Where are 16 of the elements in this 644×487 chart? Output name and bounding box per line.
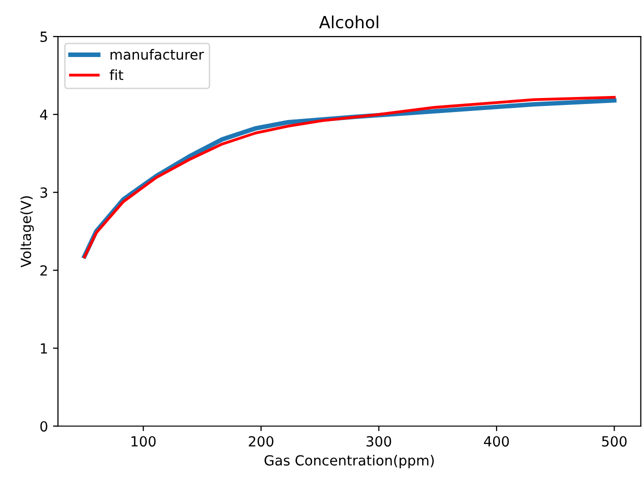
x-axis-title: Gas Concentration(ppm) [264,454,434,468]
x-tick-label: 400 [484,436,509,447]
x-tick-label: 300 [366,436,392,447]
x-tick-label: 200 [248,436,274,447]
y-tick-label: 2 [40,265,47,276]
y-tick-label: 4 [40,110,48,120]
chart-title: Alcohol [319,16,378,28]
y-tick-label: 5 [40,32,48,42]
x-tick-label: 100 [132,436,156,447]
y-tick-label: 0 [40,421,48,432]
legend-label: fit [110,69,124,80]
y-axis-title: Voltage(V) [20,196,34,268]
x-tick-label: 500 [602,436,627,447]
y-tick-label: 3 [40,187,48,198]
y-tick-label: 1 [40,343,47,354]
legend-label: manufacturer [110,49,204,60]
